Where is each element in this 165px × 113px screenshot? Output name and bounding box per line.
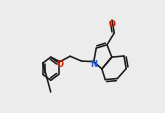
Text: N: N [90,59,97,68]
Text: O: O [109,20,116,29]
Text: O: O [56,59,64,68]
